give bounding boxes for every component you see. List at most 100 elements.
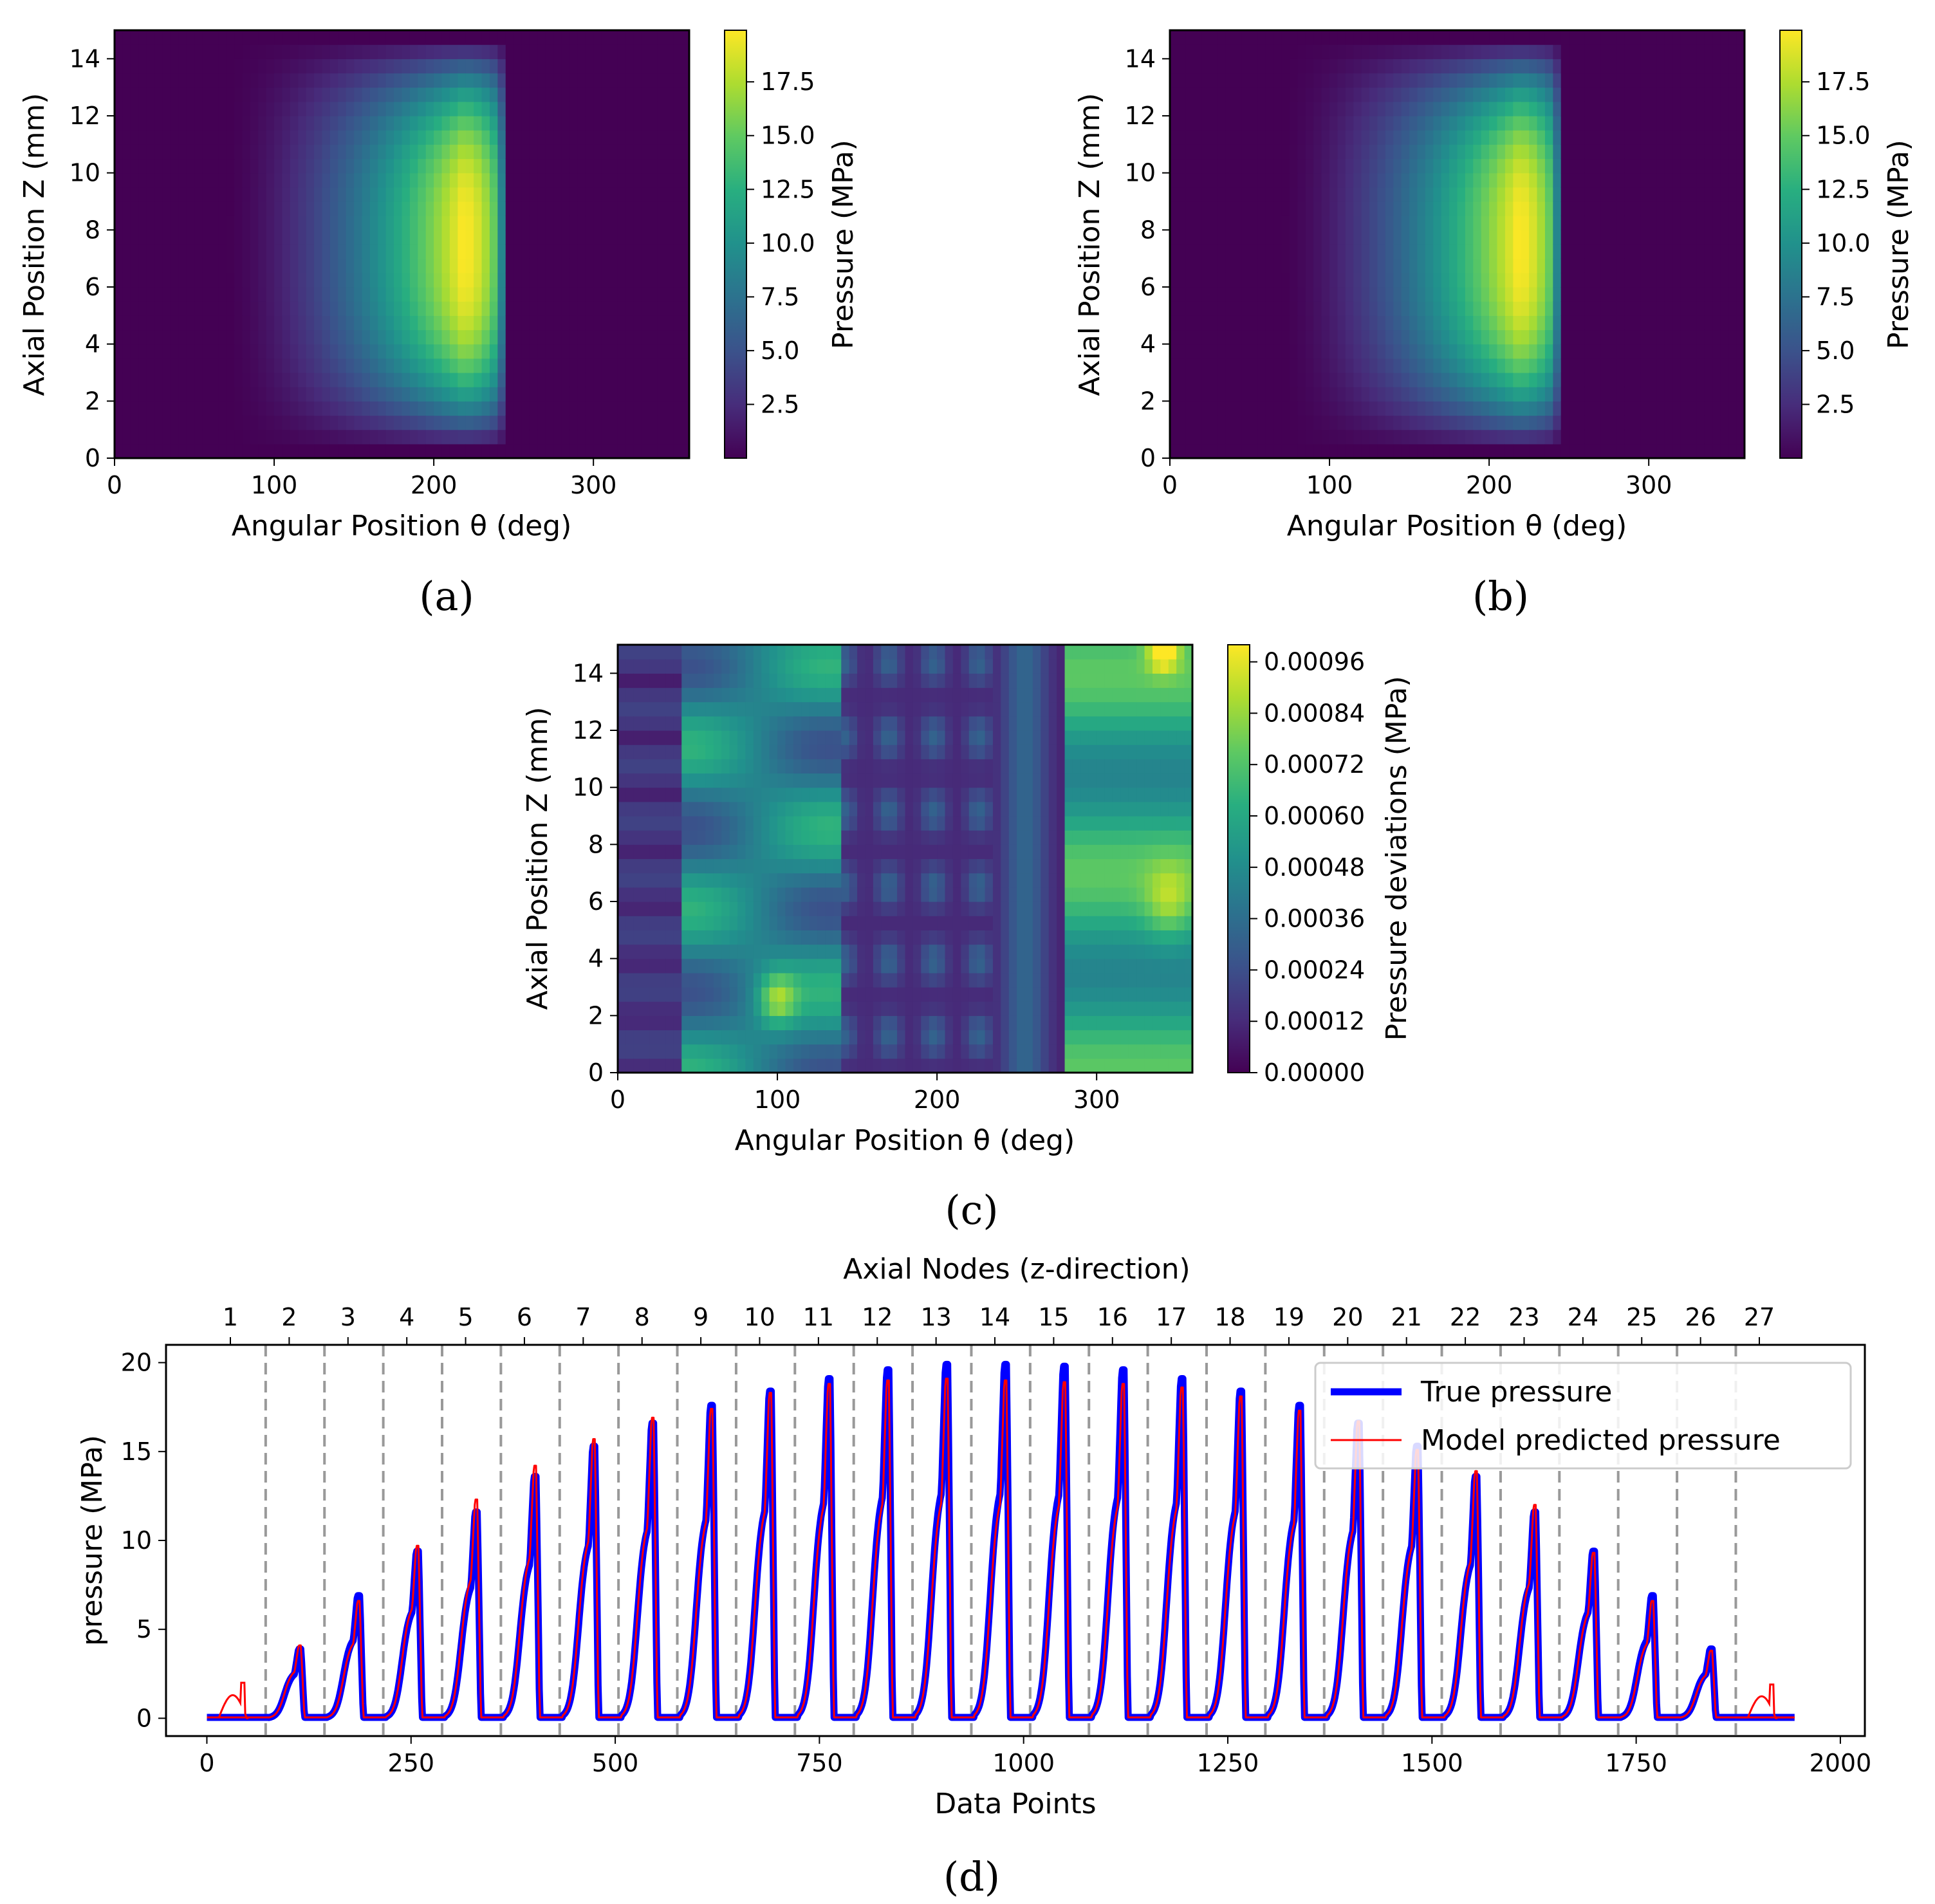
heatmap-cell [314, 144, 323, 160]
heatmap-cell [234, 301, 243, 316]
heatmap-cell [1736, 244, 1745, 259]
heatmap-cell [465, 358, 474, 373]
heatmap-cell [1297, 158, 1306, 174]
cbar-tick-label: 17.5 [761, 68, 815, 96]
heatmap-cell [298, 443, 307, 459]
heatmap-cell [505, 287, 514, 302]
heatmap-cell [1313, 329, 1322, 345]
heatmap-cell [1728, 73, 1737, 88]
heatmap-cell [1560, 187, 1569, 202]
heatmap-cell [1672, 373, 1681, 387]
heatmap-cell [418, 429, 427, 445]
heatmap-cell [633, 1058, 642, 1073]
heatmap-cell [505, 187, 514, 202]
heatmap-cell [1369, 429, 1378, 445]
heatmap-cell [298, 429, 307, 445]
heatmap-cell [1704, 230, 1713, 245]
heatmap-cell [1481, 344, 1490, 359]
heatmap-cell [1250, 401, 1259, 416]
heatmap-cell [1656, 387, 1665, 402]
heatmap-cell [170, 429, 179, 445]
heatmap-cell [1696, 387, 1705, 402]
heatmap-cell [465, 287, 474, 302]
heatmap-cell [505, 401, 514, 416]
heatmap-cell [329, 59, 338, 74]
heatmap-cell [1569, 172, 1578, 188]
heatmap-cell [1250, 344, 1259, 359]
heatmap-cell [434, 315, 443, 331]
heatmap-cell [1616, 172, 1625, 188]
heatmap-cell [1616, 30, 1625, 45]
heatmap-cell [1377, 401, 1386, 416]
heatmap-cell [649, 958, 658, 974]
heatmap-cell [537, 172, 546, 188]
heatmap-cell [354, 59, 363, 74]
heatmap-cell [178, 144, 187, 160]
heatmap-cell [338, 30, 347, 45]
heatmap-cell [1217, 415, 1227, 430]
heatmap-cell [601, 287, 610, 302]
heatmap-cell [514, 130, 523, 145]
heatmap-cell [1409, 216, 1418, 230]
heatmap-cell [1704, 187, 1713, 202]
heatmap-cell [569, 144, 578, 160]
heatmap-cell [585, 59, 594, 74]
heatmap-cell [673, 287, 682, 302]
heatmap-cell [585, 87, 594, 102]
heatmap-cell [434, 373, 443, 387]
heatmap-cell [266, 158, 275, 174]
heatmap-cell [1178, 387, 1187, 402]
heatmap-cell [218, 172, 227, 188]
heatmap-cell [306, 230, 315, 245]
heatmap-cell [1297, 172, 1306, 188]
heatmap-cell [298, 272, 307, 288]
heatmap-cell [1265, 401, 1274, 416]
heatmap-cell [1313, 59, 1322, 74]
heatmap-cell [1473, 287, 1482, 302]
heatmap-cell [1257, 187, 1266, 202]
heatmap-cell [625, 659, 634, 674]
x-tick-label: 0 [107, 471, 122, 499]
heatmap-cell [561, 158, 570, 174]
heatmap-cell [1417, 59, 1426, 74]
heatmap-cell [577, 44, 586, 59]
heatmap-cell [1250, 301, 1259, 316]
heatmap-cell [1385, 272, 1394, 288]
heatmap-cell [1337, 301, 1346, 316]
heatmap-cell [1633, 401, 1642, 416]
heatmap-cell [1577, 59, 1586, 74]
heatmap-cell [1401, 287, 1410, 302]
heatmap-cell [234, 130, 243, 145]
heatmap-cell [1265, 187, 1274, 202]
heatmap-cell [1353, 287, 1362, 302]
heatmap-cell [1704, 401, 1713, 416]
heatmap-cell [290, 373, 299, 387]
heatmap-cell [1633, 44, 1642, 59]
heatmap-cell [729, 716, 738, 731]
heatmap-cell [1345, 30, 1354, 45]
heatmap-cell [577, 344, 586, 359]
heatmap-cell [609, 44, 618, 59]
heatmap-cell [1560, 244, 1569, 259]
heatmap-cell [1569, 158, 1578, 174]
heatmap-cell [681, 87, 690, 102]
heatmap-cell [282, 315, 291, 331]
heatmap-cell [769, 1058, 778, 1073]
heatmap-cell [1728, 158, 1737, 174]
heatmap-cell [385, 287, 394, 302]
heatmap-cell [553, 216, 562, 230]
heatmap-cell [673, 958, 682, 974]
heatmap-cell [385, 59, 394, 74]
heatmap-cell [329, 44, 338, 59]
heatmap-cell [642, 1015, 651, 1031]
heatmap-cell [154, 287, 163, 302]
heatmap-cell [115, 358, 123, 373]
heatmap-cell [1633, 358, 1642, 373]
heatmap-cell [1433, 244, 1442, 259]
heatmap-cell [1497, 201, 1506, 216]
heatmap-cell [409, 358, 418, 373]
heatmap-cell [1401, 44, 1410, 59]
heatmap-cell [1577, 329, 1586, 345]
heatmap-cell [282, 258, 291, 273]
heatmap-cell [1273, 429, 1282, 445]
